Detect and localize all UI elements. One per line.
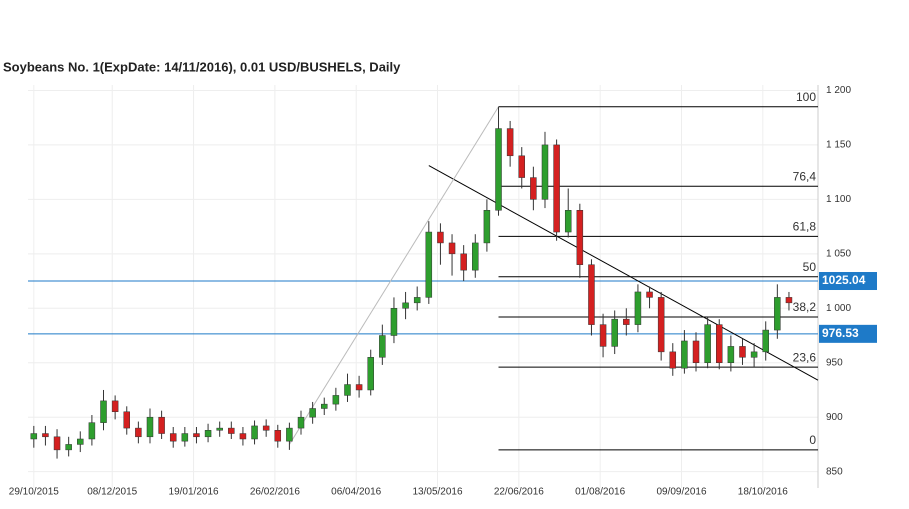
candle-body bbox=[100, 400, 107, 423]
fib-label: 100 bbox=[796, 90, 816, 104]
fib-label: 76,4 bbox=[793, 169, 817, 183]
candle-body bbox=[321, 403, 328, 409]
x-tick-label: 19/01/2016 bbox=[169, 487, 219, 498]
candle-body bbox=[704, 324, 711, 363]
candle-body bbox=[251, 425, 258, 440]
candle-body bbox=[379, 335, 386, 358]
candle-body bbox=[716, 324, 723, 363]
candle-body bbox=[146, 416, 154, 438]
candle-body bbox=[657, 297, 665, 353]
y-tick-label: 950 bbox=[826, 357, 843, 368]
candle-body bbox=[530, 177, 537, 200]
y-tick-label: 850 bbox=[826, 466, 843, 477]
candle-body bbox=[460, 253, 467, 271]
candle-body bbox=[30, 433, 38, 440]
y-tick-label: 1 200 bbox=[826, 85, 851, 96]
candle-body bbox=[344, 384, 351, 396]
price-label: 976.53 bbox=[822, 326, 859, 340]
candle-body bbox=[425, 231, 433, 298]
candle-body bbox=[483, 210, 491, 244]
candle-body bbox=[588, 264, 595, 325]
y-tick-label: 1 000 bbox=[826, 303, 851, 314]
candle-body bbox=[599, 324, 607, 347]
candle-body bbox=[611, 318, 618, 347]
candle-body bbox=[576, 210, 584, 265]
candle-body bbox=[111, 400, 119, 413]
candle-body bbox=[564, 210, 572, 233]
x-tick-label: 29/10/2015 bbox=[9, 487, 59, 498]
price-label: 1025.04 bbox=[822, 273, 866, 287]
candle-body bbox=[541, 144, 549, 200]
x-tick-label: 01/08/2016 bbox=[575, 487, 625, 498]
x-tick-label: 22/06/2016 bbox=[494, 487, 544, 498]
candle-body bbox=[762, 329, 769, 353]
candle-body bbox=[413, 297, 421, 304]
x-tick-label: 09/09/2016 bbox=[656, 487, 706, 498]
fib-label: 38,2 bbox=[793, 300, 817, 314]
candle-body bbox=[309, 408, 316, 418]
candle-body bbox=[495, 128, 502, 211]
candle-body bbox=[123, 411, 130, 429]
candle-body bbox=[727, 346, 735, 363]
candle-body bbox=[448, 242, 456, 255]
candle-body bbox=[193, 433, 200, 438]
trendline bbox=[288, 106, 499, 445]
candle-body bbox=[65, 444, 72, 451]
candle-body bbox=[623, 318, 630, 325]
price-label-box bbox=[819, 272, 877, 291]
candle-body bbox=[646, 291, 653, 298]
candle-body bbox=[286, 427, 293, 442]
candle-body bbox=[228, 427, 235, 434]
candle-body bbox=[204, 430, 212, 438]
candle-body bbox=[774, 297, 781, 331]
y-tick-label: 1 050 bbox=[826, 248, 851, 259]
candle-body bbox=[402, 302, 409, 309]
candle-body bbox=[390, 308, 398, 336]
chart-title: Soybeans No. 1(ExpDate: 14/11/2016), 0.0… bbox=[3, 59, 401, 74]
candle-body bbox=[135, 427, 142, 438]
y-tick-label: 900 bbox=[826, 412, 843, 423]
candle-body bbox=[169, 433, 177, 442]
candle-body bbox=[355, 384, 363, 391]
candle-body bbox=[239, 433, 247, 440]
candle-body bbox=[739, 346, 746, 358]
candle-body bbox=[158, 416, 165, 434]
candle-body bbox=[274, 430, 282, 442]
candle-body bbox=[750, 351, 758, 358]
candle-body bbox=[262, 425, 270, 431]
candle-body bbox=[216, 427, 223, 431]
fib-label: 0 bbox=[809, 433, 816, 447]
candle-body bbox=[77, 438, 84, 445]
candle-body bbox=[785, 297, 793, 304]
candle-body bbox=[681, 340, 688, 369]
x-tick-label: 13/05/2016 bbox=[412, 487, 462, 498]
y-tick-label: 1 100 bbox=[826, 194, 851, 205]
x-tick-label: 26/02/2016 bbox=[250, 487, 300, 498]
price-label-box bbox=[819, 324, 877, 343]
candle-body bbox=[669, 351, 677, 369]
candle-body bbox=[297, 416, 305, 429]
x-tick-label: 08/12/2015 bbox=[87, 487, 137, 498]
fib-label: 23,6 bbox=[793, 350, 817, 364]
y-tick-label: 1 150 bbox=[826, 140, 851, 151]
fib-label: 50 bbox=[803, 260, 817, 274]
x-tick-label: 06/04/2016 bbox=[331, 487, 381, 498]
candle-body bbox=[553, 144, 560, 233]
candle-body bbox=[437, 231, 444, 244]
x-tick-label: 18/10/2016 bbox=[738, 487, 788, 498]
fib-label: 61,8 bbox=[793, 220, 817, 234]
candle-body bbox=[42, 433, 49, 438]
candle-body bbox=[472, 242, 479, 271]
candle-body bbox=[332, 395, 340, 405]
candle-body bbox=[634, 291, 642, 325]
candle-body bbox=[53, 436, 61, 451]
candle-body bbox=[367, 357, 374, 391]
candle-body bbox=[181, 433, 189, 442]
candle-body bbox=[692, 340, 700, 363]
candle-body bbox=[506, 128, 514, 157]
candle-body bbox=[88, 422, 96, 440]
candle-body bbox=[518, 155, 525, 178]
trendline bbox=[428, 165, 819, 381]
